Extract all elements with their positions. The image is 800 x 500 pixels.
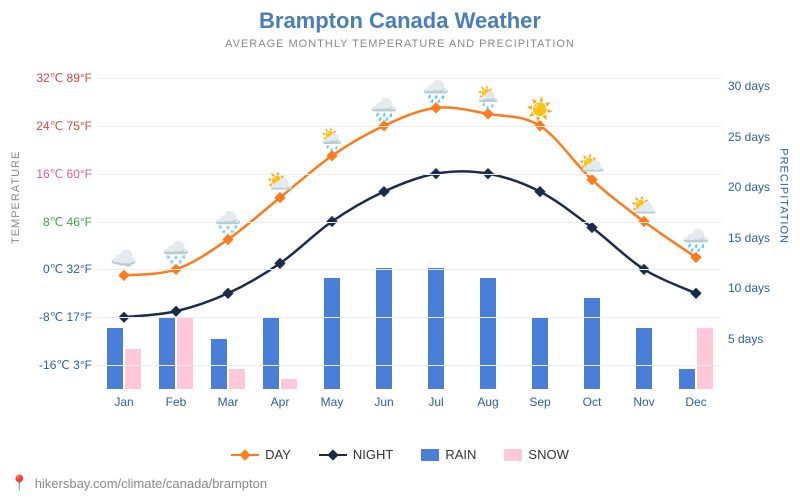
y-left-tick-label: 16℃ 60°F bbox=[36, 167, 98, 181]
y-left-tick-label: 32℃ 89°F bbox=[36, 71, 98, 85]
footer-url: hikersbay.com/climate/canada/brampton bbox=[35, 476, 267, 491]
y-left-tick-label: 24℃ 75°F bbox=[36, 119, 98, 133]
legend-snow: SNOW bbox=[504, 447, 568, 462]
legend-night: NIGHT bbox=[319, 447, 393, 462]
y-right-tick-label: 15 days bbox=[722, 231, 770, 245]
y-right-tick-label: 30 days bbox=[722, 79, 770, 93]
y-axis-left-title: TEMPERATURE bbox=[10, 150, 22, 243]
weather-icon: 🌦️ bbox=[318, 127, 345, 153]
x-tick-label: Feb bbox=[166, 389, 187, 409]
plot-region: -16℃ 3°F-8℃ 17°F0℃ 32°F8℃ 46°F16℃ 60°F24… bbox=[98, 66, 722, 389]
chart-title: Brampton Canada Weather bbox=[0, 0, 800, 34]
weather-icon: 🌨️ bbox=[214, 210, 241, 236]
y-right-tick-label: 20 days bbox=[722, 180, 770, 194]
footer: 📍 hikersbay.com/climate/canada/brampton bbox=[0, 470, 800, 500]
x-tick-label: Mar bbox=[218, 389, 239, 409]
night-line bbox=[124, 171, 696, 317]
legend: DAY NIGHT RAIN SNOW bbox=[0, 439, 800, 470]
x-tick-label: Nov bbox=[633, 389, 654, 409]
weather-icon: ☁️ bbox=[110, 246, 137, 272]
chart-subtitle: AVERAGE MONTHLY TEMPERATURE AND PRECIPIT… bbox=[0, 34, 800, 56]
legend-rain-label: RAIN bbox=[445, 447, 476, 462]
day-line bbox=[124, 107, 696, 275]
legend-night-label: NIGHT bbox=[353, 447, 393, 462]
gridline bbox=[98, 365, 722, 366]
gridline bbox=[98, 174, 722, 175]
x-tick-label: Jan bbox=[114, 389, 133, 409]
x-tick-label: Jun bbox=[374, 389, 393, 409]
lines-layer bbox=[98, 66, 722, 389]
x-tick-label: Dec bbox=[685, 389, 706, 409]
weather-chart-container: Brampton Canada Weather AVERAGE MONTHLY … bbox=[0, 0, 800, 500]
x-tick-label: Apr bbox=[271, 389, 290, 409]
night-marker bbox=[378, 186, 389, 197]
weather-icon: 🌨️ bbox=[162, 240, 189, 266]
y-right-tick-label: 5 days bbox=[722, 332, 763, 346]
weather-icon: ⛅ bbox=[630, 193, 657, 219]
y-left-tick-label: 0℃ 32°F bbox=[43, 262, 98, 276]
gridline bbox=[98, 269, 722, 270]
gridline bbox=[98, 317, 722, 318]
legend-snow-label: SNOW bbox=[528, 447, 568, 462]
weather-icon: 🌧️ bbox=[682, 228, 709, 254]
legend-rain: RAIN bbox=[421, 447, 476, 462]
weather-icon: ⛅ bbox=[578, 151, 605, 177]
weather-icon: 🌦️ bbox=[474, 85, 501, 111]
y-axis-right-title: PRECIPITATION bbox=[778, 148, 790, 244]
x-tick-label: Sep bbox=[529, 389, 550, 409]
gridline bbox=[98, 126, 722, 127]
chart-area: TEMPERATURE PRECIPITATION -16℃ 3°F-8℃ 17… bbox=[8, 56, 792, 439]
night-marker bbox=[222, 288, 233, 299]
y-left-tick-label: -8℃ 17°F bbox=[39, 310, 98, 324]
y-left-tick-label: 8℃ 46°F bbox=[43, 215, 98, 229]
night-marker bbox=[690, 288, 701, 299]
legend-day: DAY bbox=[231, 447, 291, 462]
map-pin-icon: 📍 bbox=[10, 474, 29, 492]
night-marker bbox=[170, 306, 181, 317]
x-tick-label: May bbox=[321, 389, 344, 409]
weather-icon: ☀️ bbox=[526, 97, 553, 123]
x-tick-label: Jul bbox=[428, 389, 443, 409]
weather-icon: 🌧️ bbox=[370, 97, 397, 123]
night-marker bbox=[534, 186, 545, 197]
y-right-tick-label: 25 days bbox=[722, 130, 770, 144]
y-right-tick-label: 10 days bbox=[722, 281, 770, 295]
weather-icon: ⛅ bbox=[266, 169, 293, 195]
x-tick-label: Oct bbox=[583, 389, 602, 409]
y-left-tick-label: -16℃ 3°F bbox=[39, 358, 98, 372]
x-tick-label: Aug bbox=[477, 389, 498, 409]
legend-day-label: DAY bbox=[265, 447, 291, 462]
weather-icon: 🌧️ bbox=[422, 79, 449, 105]
gridline bbox=[98, 222, 722, 223]
gridline bbox=[98, 78, 722, 79]
